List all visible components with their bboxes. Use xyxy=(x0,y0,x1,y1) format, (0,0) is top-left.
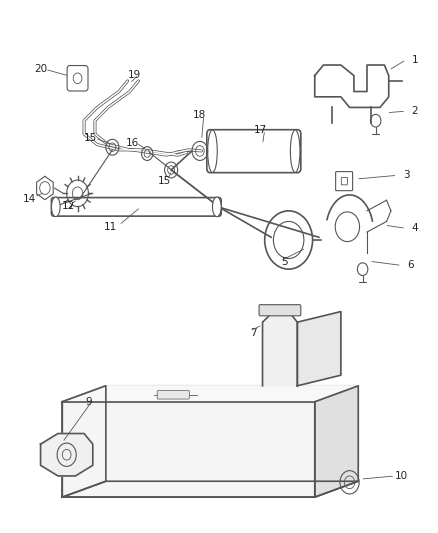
Text: 10: 10 xyxy=(395,471,408,481)
Text: 3: 3 xyxy=(403,171,410,180)
Text: 15: 15 xyxy=(158,175,171,185)
FancyBboxPatch shape xyxy=(259,305,301,316)
FancyBboxPatch shape xyxy=(341,177,347,185)
Text: 11: 11 xyxy=(103,222,117,232)
Text: 7: 7 xyxy=(251,328,257,338)
Ellipse shape xyxy=(51,197,60,216)
Text: 1: 1 xyxy=(412,55,418,64)
Polygon shape xyxy=(41,433,93,476)
Text: 12: 12 xyxy=(62,201,75,211)
Text: 5: 5 xyxy=(281,257,288,267)
FancyBboxPatch shape xyxy=(336,172,353,191)
Polygon shape xyxy=(62,402,315,497)
FancyBboxPatch shape xyxy=(67,66,88,91)
Ellipse shape xyxy=(290,130,300,172)
Text: 4: 4 xyxy=(412,223,418,233)
Polygon shape xyxy=(62,386,106,497)
Text: 16: 16 xyxy=(125,138,138,148)
Polygon shape xyxy=(315,386,358,497)
Polygon shape xyxy=(297,312,341,386)
Polygon shape xyxy=(62,481,358,497)
Text: 20: 20 xyxy=(34,64,47,74)
Polygon shape xyxy=(262,312,297,386)
Text: 9: 9 xyxy=(85,397,92,407)
Text: 19: 19 xyxy=(127,70,141,79)
FancyBboxPatch shape xyxy=(207,130,301,173)
Text: 2: 2 xyxy=(412,106,418,116)
Text: 14: 14 xyxy=(23,193,36,204)
Polygon shape xyxy=(62,386,358,402)
Ellipse shape xyxy=(212,197,221,216)
FancyBboxPatch shape xyxy=(51,198,221,216)
FancyBboxPatch shape xyxy=(157,391,189,399)
Text: 18: 18 xyxy=(193,110,206,120)
Ellipse shape xyxy=(208,130,217,172)
Text: 6: 6 xyxy=(407,261,414,270)
Text: 17: 17 xyxy=(254,125,267,135)
Text: 15: 15 xyxy=(84,133,97,143)
